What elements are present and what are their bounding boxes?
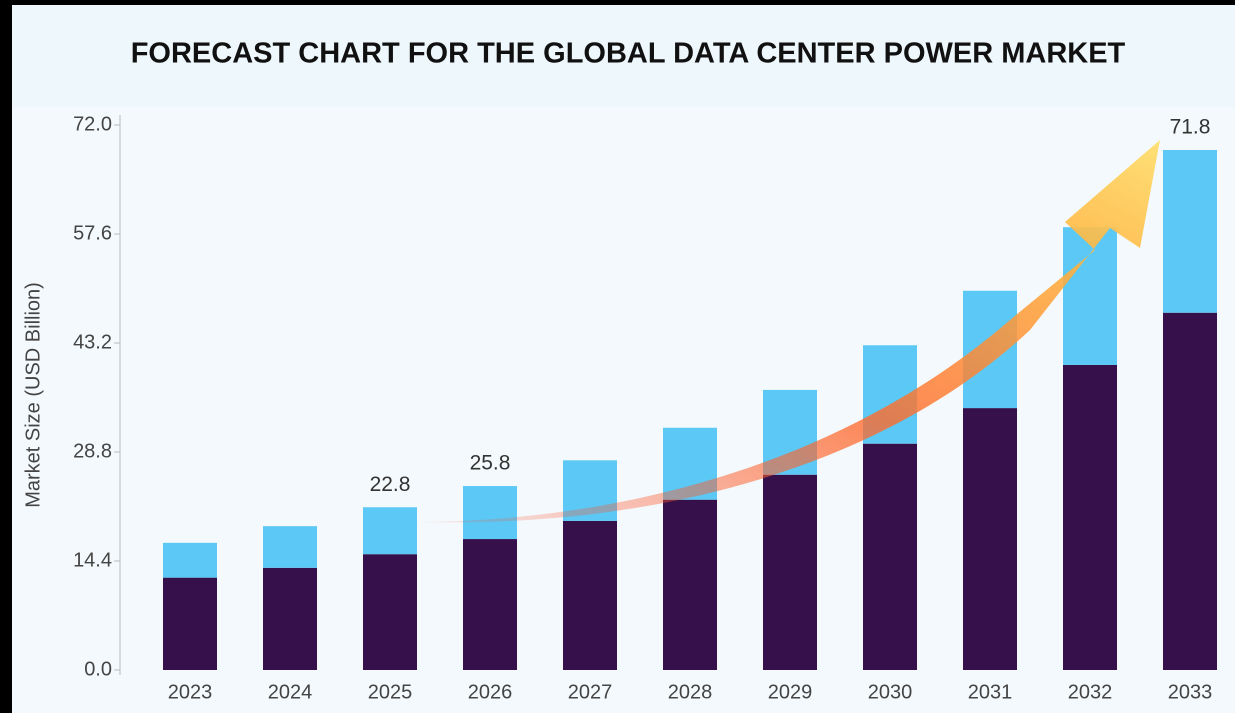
x-tick-label: 2029 [768,681,813,703]
y-tick-label: 43.2 [73,331,112,353]
bar-segment [863,444,917,670]
x-tick-label: 2031 [968,681,1013,703]
bar-segment [1063,365,1117,670]
page: {"chart_data": {"type": "stacked_bar", "… [0,0,1235,713]
y-tick-label: 72.0 [73,113,112,135]
x-tick-label: 2026 [468,681,513,703]
y-tick-label: 57.6 [73,222,112,244]
chart-title: FORECAST CHART FOR THE GLOBAL DATA CENTE… [131,38,1126,70]
x-tick-label: 2024 [268,681,313,703]
bar-segment [363,507,417,554]
bar-segment [163,578,217,670]
bar-segment [763,475,817,670]
y-tick-label: 14.4 [73,549,112,571]
x-tick-label: 2025 [368,681,413,703]
bar-segment [1063,227,1117,365]
x-tick-label: 2033 [1168,681,1213,703]
bar-segment [263,568,317,670]
bar-segment [363,554,417,670]
chart: FORECAST CHART FOR THE GLOBAL DATA CENTE… [0,0,1235,713]
data-label: 25.8 [470,452,511,475]
bar-segment [1163,150,1217,313]
x-tick-label: 2023 [168,681,213,703]
y-axis-label: Market Size (USD Billion) [22,282,44,508]
bar-segment [463,486,517,539]
x-tick-label: 2028 [668,681,713,703]
data-label: 22.8 [370,473,411,496]
data-label: 71.8 [1170,116,1211,139]
bar-segment [563,521,617,670]
x-tick-label: 2027 [568,681,613,703]
bar-segment [263,526,317,568]
y-tick-label: 28.8 [73,440,112,462]
bar-segment [663,500,717,670]
x-tick-label: 2030 [868,681,913,703]
x-tick-label: 2032 [1068,681,1113,703]
bar-segment [163,543,217,578]
bar-segment [963,408,1017,670]
bar-segment [1163,313,1217,670]
y-tick-label: 0.0 [84,658,112,680]
bar-segment [463,539,517,670]
